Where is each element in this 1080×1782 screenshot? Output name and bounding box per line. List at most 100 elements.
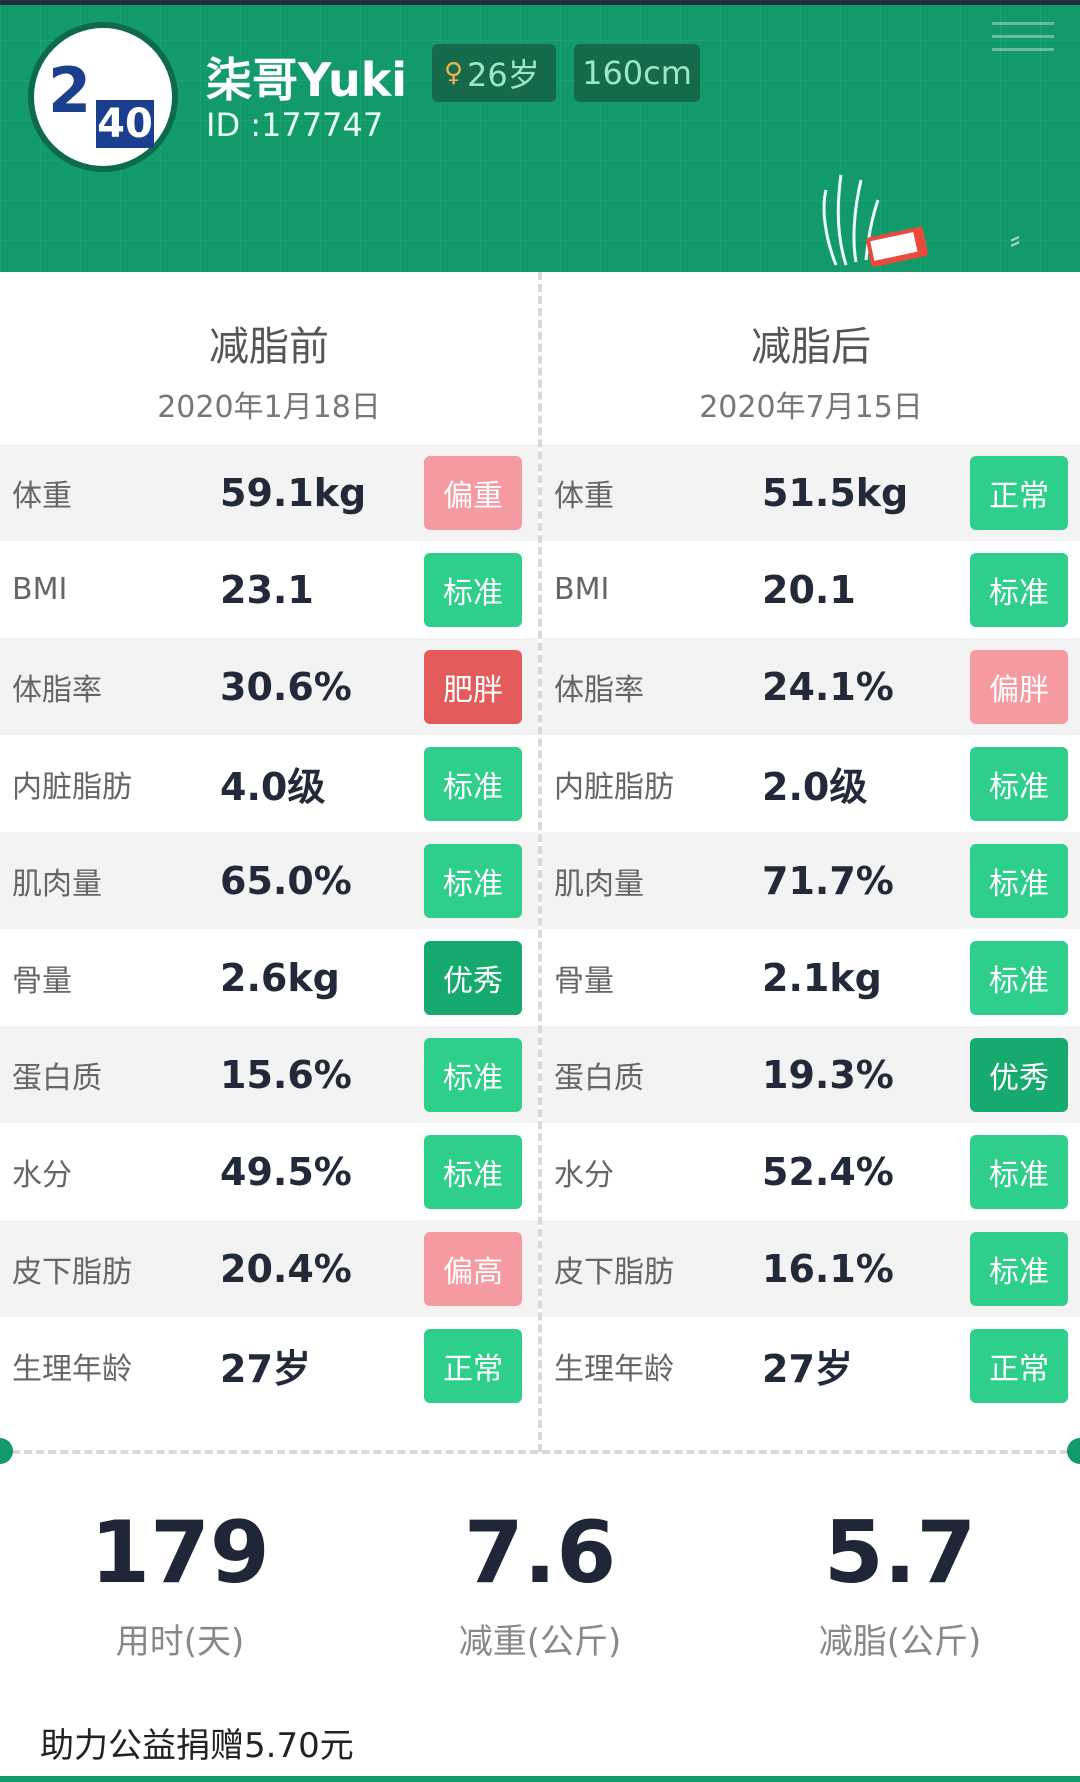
brand-logo-badge: 40 <box>96 100 154 148</box>
status-badge: 正常 <box>424 1328 522 1403</box>
metric-value: 24.1% <box>762 664 894 709</box>
metric-row: 内脏脂肪 4.0级 标准 <box>0 735 538 832</box>
metric-value: 2.1kg <box>762 955 882 1000</box>
age-chip: ♀ 26岁 <box>432 44 556 102</box>
leaf-doodle-icon: ⸗ <box>1010 222 1020 257</box>
after-title: 减脂后 <box>751 324 871 370</box>
status-badge: 标准 <box>424 1037 522 1112</box>
metric-label: 生理年龄 <box>554 1351 674 1387</box>
metric-value: 49.5% <box>220 1149 352 1194</box>
before-date: 2020年1月18日 <box>157 390 381 425</box>
stat-fat-loss-unit: 减脂(公斤) <box>818 1622 982 1662</box>
stat-days-unit: 用时(天) <box>115 1622 245 1662</box>
metric-label: 蛋白质 <box>12 1060 102 1096</box>
metric-row: BMI 20.1 标准 <box>542 541 1080 638</box>
metric-row: 肌肉量 71.7% 标准 <box>542 832 1080 929</box>
status-badge: 优秀 <box>424 940 522 1015</box>
metric-value: 19.3% <box>762 1052 894 1097</box>
metric-value: 65.0% <box>220 858 352 903</box>
stat-days: 179 用时(天) <box>0 1510 360 1663</box>
stat-fat-loss: 5.7 减脂(公斤) <box>720 1510 1080 1663</box>
metric-label: BMI <box>554 572 610 607</box>
metric-row: BMI 23.1 标准 <box>0 541 538 638</box>
menu-lines-icon[interactable] <box>992 22 1054 56</box>
metric-label: 体脂率 <box>554 672 644 708</box>
metric-row: 皮下脂肪 20.4% 偏高 <box>0 1220 538 1317</box>
status-badge: 优秀 <box>970 1037 1068 1112</box>
metric-label: BMI <box>12 572 68 607</box>
profile-header: 2 40 柒哥Yuki ID :177747 ♀ 26岁 160cm ⸗ <box>0 0 1080 272</box>
metric-value: 59.1kg <box>220 470 367 515</box>
status-badge: 标准 <box>970 1231 1068 1306</box>
status-badge: 标准 <box>970 843 1068 918</box>
metric-row: 蛋白质 15.6% 标准 <box>0 1026 538 1123</box>
brand-logo-icon: 2 <box>48 54 91 127</box>
female-icon: ♀ <box>444 58 464 88</box>
metric-row: 蛋白质 19.3% 优秀 <box>542 1026 1080 1123</box>
status-badge: 标准 <box>970 552 1068 627</box>
status-badge: 标准 <box>970 746 1068 821</box>
metric-value: 51.5kg <box>762 470 909 515</box>
metric-row: 内脏脂肪 2.0级 标准 <box>542 735 1080 832</box>
metric-value: 2.6kg <box>220 955 340 1000</box>
metric-row: 骨量 2.6kg 优秀 <box>0 929 538 1026</box>
status-badge: 偏重 <box>424 455 522 530</box>
metric-label: 水分 <box>12 1157 72 1193</box>
column-divider <box>538 272 542 1452</box>
metric-value: 71.7% <box>762 858 894 903</box>
status-badge: 肥胖 <box>424 649 522 724</box>
ticket-notch-right <box>1067 1438 1080 1464</box>
metric-label: 内脏脂肪 <box>554 769 674 805</box>
metric-label: 肌肉量 <box>554 866 644 902</box>
before-metrics-list: 体重 59.1kg 偏重 BMI 23.1 标准 体脂率 30.6% 肥胖 内脏脂肪 4.0级… <box>0 444 538 1414</box>
metric-label: 体脂率 <box>12 672 102 708</box>
metric-row: 体脂率 24.1% 偏胖 <box>542 638 1080 735</box>
donation-text: 助力公益捐赠5.70元 <box>40 1726 354 1766</box>
metric-value: 15.6% <box>220 1052 352 1097</box>
metric-label: 蛋白质 <box>554 1060 644 1096</box>
metric-label: 骨量 <box>554 963 614 999</box>
metric-row: 骨量 2.1kg 标准 <box>542 929 1080 1026</box>
metric-value: 2.0级 <box>762 765 868 809</box>
metric-row: 水分 49.5% 标准 <box>0 1123 538 1220</box>
after-date: 2020年7月15日 <box>699 390 923 425</box>
user-id: ID :177747 <box>206 106 384 144</box>
metric-label: 内脏脂肪 <box>12 769 132 805</box>
metric-value: 16.1% <box>762 1246 894 1291</box>
status-badge: 正常 <box>970 455 1068 530</box>
metric-value: 52.4% <box>762 1149 894 1194</box>
status-badge: 正常 <box>970 1328 1068 1403</box>
after-metrics-list: 体重 51.5kg 正常 BMI 20.1 标准 体脂率 24.1% 偏胖 内脏脂肪 2.0级… <box>542 444 1080 1414</box>
username: 柒哥Yuki <box>206 53 408 107</box>
metric-label: 水分 <box>554 1157 614 1193</box>
hand-illustration-icon <box>822 174 928 267</box>
metric-label: 皮下脂肪 <box>554 1254 674 1290</box>
metric-row: 水分 52.4% 标准 <box>542 1123 1080 1220</box>
status-badge: 偏高 <box>424 1231 522 1306</box>
metric-value: 27岁 <box>762 1347 853 1391</box>
status-badge: 偏胖 <box>970 649 1068 724</box>
metric-row: 体重 59.1kg 偏重 <box>0 444 538 541</box>
status-badge: 标准 <box>424 552 522 627</box>
metric-row: 生理年龄 27岁 正常 <box>0 1317 538 1414</box>
avatar[interactable]: 2 40 <box>28 22 178 172</box>
metric-label: 肌肉量 <box>12 866 102 902</box>
ticket-separator <box>0 1450 1080 1454</box>
metric-label: 体重 <box>554 478 614 514</box>
metric-value: 23.1 <box>220 567 314 612</box>
status-badge: 标准 <box>424 1134 522 1209</box>
stat-weight-loss: 7.6 减重(公斤) <box>360 1510 720 1663</box>
status-badge: 标准 <box>424 843 522 918</box>
metric-value: 20.4% <box>220 1246 352 1291</box>
metric-row: 体重 51.5kg 正常 <box>542 444 1080 541</box>
bottom-accent-bar <box>0 1776 1080 1782</box>
metric-row: 生理年龄 27岁 正常 <box>542 1317 1080 1414</box>
status-badge: 标准 <box>970 1134 1068 1209</box>
stat-weight-loss-value: 7.6 <box>463 1503 617 1603</box>
metric-value: 27岁 <box>220 1347 311 1391</box>
metric-row: 皮下脂肪 16.1% 标准 <box>542 1220 1080 1317</box>
ticket-notch-left <box>0 1438 13 1464</box>
stat-weight-loss-unit: 减重(公斤) <box>458 1622 622 1662</box>
metric-label: 皮下脂肪 <box>12 1254 132 1290</box>
height-chip: 160cm <box>574 44 700 102</box>
